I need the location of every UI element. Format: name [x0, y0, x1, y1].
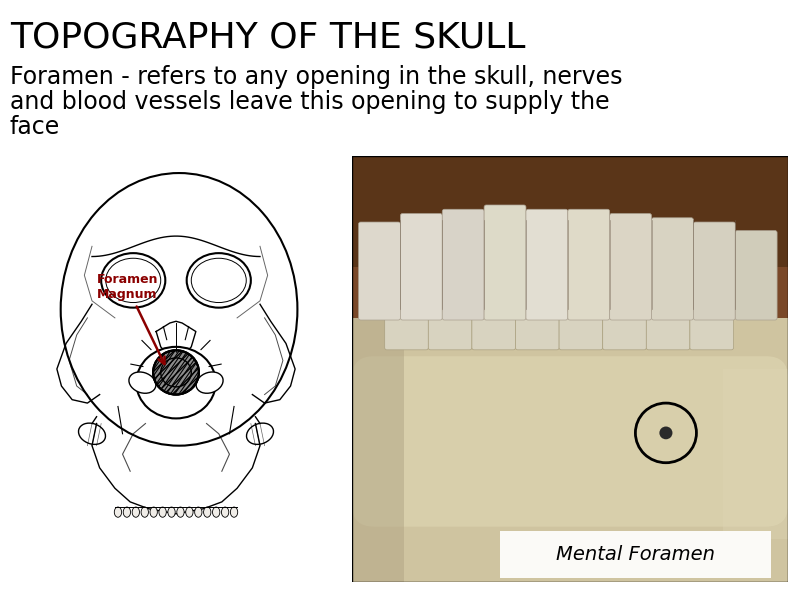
Circle shape [659, 427, 673, 439]
FancyBboxPatch shape [352, 356, 788, 527]
FancyBboxPatch shape [602, 311, 646, 350]
Ellipse shape [136, 347, 216, 418]
Bar [352, 156, 788, 275]
FancyBboxPatch shape [442, 209, 484, 320]
FancyBboxPatch shape [694, 222, 735, 320]
Bar [568, 292, 573, 318]
Ellipse shape [114, 507, 122, 517]
Bar [722, 369, 788, 539]
Bar [651, 292, 657, 318]
Bar [500, 531, 770, 578]
Text: and blood vessels leave this opening to supply the: and blood vessels leave this opening to … [10, 90, 610, 114]
Bar [526, 292, 531, 318]
FancyBboxPatch shape [400, 214, 442, 320]
Ellipse shape [129, 372, 156, 393]
FancyBboxPatch shape [568, 209, 610, 320]
Ellipse shape [196, 372, 223, 393]
FancyBboxPatch shape [358, 222, 400, 320]
Ellipse shape [246, 423, 274, 445]
Ellipse shape [168, 507, 175, 517]
Ellipse shape [230, 507, 238, 517]
Text: Foramen - refers to any opening in the skull, nerves: Foramen - refers to any opening in the s… [10, 65, 622, 89]
Ellipse shape [186, 507, 193, 517]
Polygon shape [156, 321, 196, 355]
FancyBboxPatch shape [646, 311, 690, 350]
Bar [572, 301, 606, 318]
Bar [740, 301, 773, 318]
Bar [610, 292, 615, 318]
Bar [446, 301, 480, 318]
FancyBboxPatch shape [472, 311, 515, 350]
FancyBboxPatch shape [690, 311, 734, 350]
Bar [352, 318, 404, 582]
Bar [352, 267, 788, 318]
FancyBboxPatch shape [484, 205, 526, 320]
Ellipse shape [159, 507, 166, 517]
Ellipse shape [194, 507, 202, 517]
Ellipse shape [222, 507, 229, 517]
Ellipse shape [150, 507, 158, 517]
Ellipse shape [153, 350, 199, 395]
Bar [614, 301, 647, 318]
Ellipse shape [177, 507, 184, 517]
Ellipse shape [186, 253, 251, 308]
FancyBboxPatch shape [428, 311, 472, 350]
Bar [656, 301, 689, 318]
Ellipse shape [132, 507, 139, 517]
Bar [530, 301, 563, 318]
Ellipse shape [61, 173, 298, 446]
Text: TOPOGRAPHY OF THE SKULL: TOPOGRAPHY OF THE SKULL [10, 20, 526, 54]
Ellipse shape [78, 423, 106, 445]
Bar [484, 292, 490, 318]
Ellipse shape [203, 507, 211, 517]
Text: Mental Foramen: Mental Foramen [556, 545, 715, 564]
Bar [400, 292, 406, 318]
Text: Foramen
Magnum: Foramen Magnum [97, 273, 165, 364]
Bar [489, 301, 522, 318]
Ellipse shape [123, 507, 130, 517]
Bar [442, 292, 447, 318]
FancyBboxPatch shape [735, 230, 777, 320]
FancyBboxPatch shape [610, 214, 651, 320]
FancyBboxPatch shape [385, 311, 428, 350]
Bar [363, 301, 396, 318]
Ellipse shape [141, 507, 149, 517]
FancyBboxPatch shape [526, 209, 568, 320]
FancyBboxPatch shape [651, 218, 694, 320]
FancyBboxPatch shape [515, 311, 559, 350]
Text: face: face [10, 115, 60, 139]
Bar [352, 318, 788, 582]
Ellipse shape [101, 253, 166, 308]
FancyBboxPatch shape [559, 311, 602, 350]
Bar [698, 301, 731, 318]
Bar [405, 301, 438, 318]
Ellipse shape [213, 507, 220, 517]
